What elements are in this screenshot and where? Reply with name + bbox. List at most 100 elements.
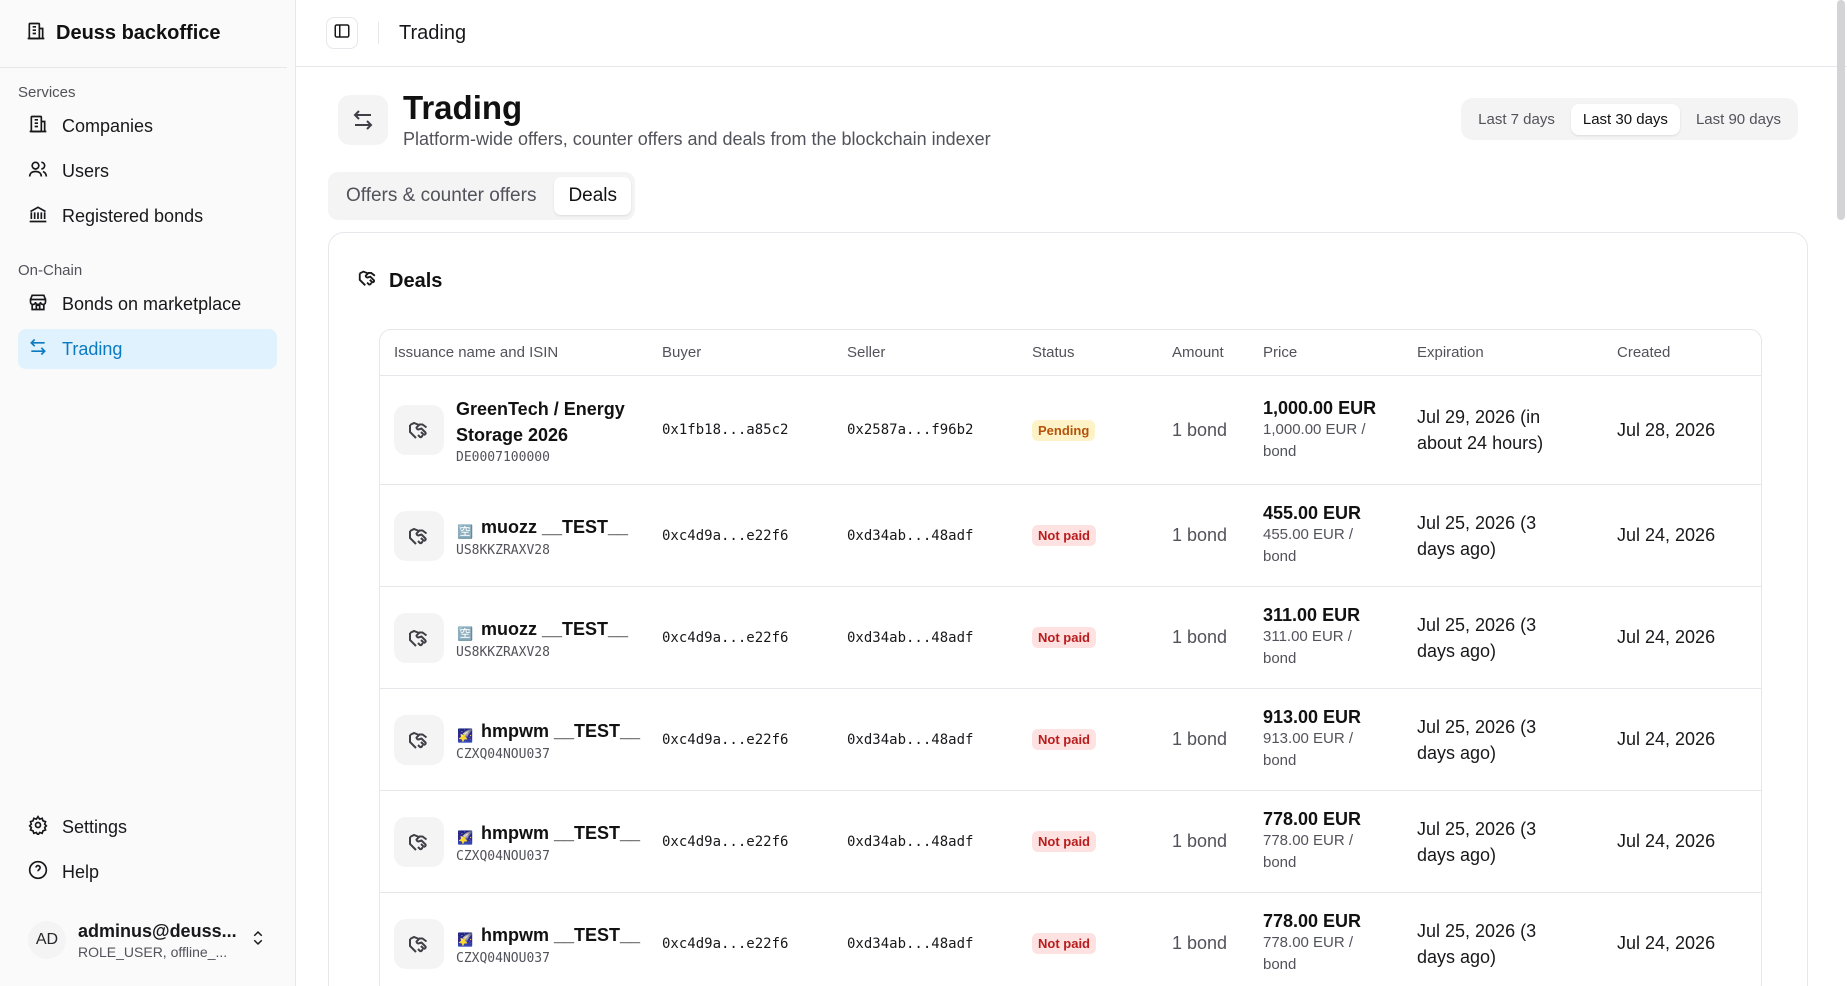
sidebar-item-settings[interactable]: Settings [18,807,277,847]
table-row[interactable]: 🌠 hmpwm __TEST__ CZXQ04NOU037 0xc4d9a...e22… [380,791,1761,893]
tab-offers[interactable]: Offers & counter offers [346,185,537,206]
issuance-name: hmpwm __TEST__ [481,924,641,945]
sidebar: Deuss backoffice Services Companies User… [0,0,296,986]
date-range-selector: Last 7 days Last 30 days Last 90 days [1461,98,1798,140]
sidebar-toggle-button[interactable] [326,17,358,49]
created-date: Jul 28, 2026 [1617,419,1716,440]
range-option-30-days[interactable]: Last 30 days [1570,103,1680,135]
panel-left-icon [333,22,351,45]
status-badge: Not paid [1032,525,1096,546]
column-header-created[interactable]: Created [1617,344,1671,361]
created-date: Jul 24, 2026 [1617,525,1716,545]
sidebar-footer: Settings Help AD adminus@deuss... ROLE_U… [0,807,295,986]
table-row[interactable]: 🌠 hmpwm __TEST__ CZXQ04NOU037 0xc4d9a...e22… [380,689,1761,791]
status-badge: Not paid [1032,627,1096,648]
unit-price: 778.00 EUR / bond [1263,832,1354,871]
seller-address: 0xd34ab...48adf [847,629,974,646]
handshake-icon [394,510,444,561]
range-option-90-days[interactable]: Last 90 days [1695,110,1781,128]
issuance-name: muozz __TEST__ [481,618,629,639]
account-menu[interactable]: AD adminus@deuss... ROLE_USER, offline_.… [18,910,277,970]
buyer-address: 0xc4d9a...e22f6 [662,527,789,544]
sidebar-item-companies[interactable]: Companies [18,106,277,146]
expiration: Jul 25, 2026 (3 days ago) [1417,716,1537,763]
isin: CZXQ04NOU037 [456,848,550,864]
sidebar-item-label: Bonds on marketplace [62,293,242,314]
seller-address: 0xd34ab...48adf [847,935,974,952]
expiration: Jul 29, 2026 (in about 24 hours) [1417,407,1544,453]
buyer-address: 0xc4d9a...e22f6 [662,629,789,646]
sidebar-item-users[interactable]: Users [18,151,277,191]
buyer-address: 0x1fb18...a85c2 [662,422,789,438]
buyer-address: 0xc4d9a...e22f6 [662,935,789,952]
column-header-expiration[interactable]: Expiration [1417,344,1484,361]
divider [378,22,379,44]
amount: 1 bond [1172,627,1228,647]
main-content: Trading Trading Platform-wide offers, co… [296,0,1847,986]
created-date: Jul 24, 2026 [1617,627,1716,647]
expiration: Jul 25, 2026 (3 days ago) [1417,614,1537,661]
unit-price: 913.00 EUR / bond [1263,730,1354,769]
expiration: Jul 25, 2026 (3 days ago) [1417,920,1537,967]
sidebar-item-label: Users [62,160,110,181]
unit-price: 311.00 EUR / bond [1263,628,1352,667]
unit-price: 455.00 EUR / bond [1263,526,1354,565]
handshake-icon [394,405,444,455]
column-header-status[interactable]: Status [1032,344,1075,361]
column-header-issuance[interactable]: Issuance name and ISIN [394,344,559,361]
amount: 1 bond [1172,419,1228,440]
unit-price: 1,000.00 EUR / bond [1263,420,1366,460]
seller-address: 0xd34ab...48adf [847,527,974,544]
sidebar-item-trading[interactable]: Trading [18,329,277,369]
brand[interactable]: Deuss backoffice [0,0,287,68]
handshake-icon [394,816,444,867]
gear-icon [28,814,48,840]
price: 913.00 EUR [1263,707,1362,727]
breadcrumb: Trading [399,21,467,44]
store-icon [28,292,48,317]
scrollbar[interactable] [1837,0,1845,220]
price: 455.00 EUR [1263,503,1362,523]
sidebar-item-bonds-on-marketplace[interactable]: Bonds on marketplace [18,284,277,324]
table-row[interactable]: 🈳 muozz __TEST__ US8KKZRAXV28 0xc4d9a...e22… [380,485,1761,587]
tab-list: Offers & counter offers Deals [328,172,636,220]
users-icon [28,159,48,184]
issuance-flag-icon: 🈳 [457,523,474,539]
card-title-text: Deals [389,269,443,292]
price: 778.00 EUR [1263,911,1362,931]
building-icon [28,114,48,139]
amount: 1 bond [1172,729,1228,749]
status-badge: Not paid [1032,933,1096,954]
deals-card: Deals Issuance name and ISIN Buyer Selle… [328,232,1808,986]
column-header-seller[interactable]: Seller [847,344,886,361]
column-header-amount[interactable]: Amount [1172,344,1224,361]
sidebar-item-label: Settings [62,816,128,837]
isin: US8KKZRAXV28 [456,542,550,558]
sidebar-item-help[interactable]: Help [18,852,277,892]
chevrons-up-down-icon [249,929,267,952]
range-option-7-days[interactable]: Last 7 days [1478,110,1555,128]
column-header-price[interactable]: Price [1263,344,1298,361]
handshake-icon [394,714,444,765]
status-badge: Not paid [1032,729,1096,750]
account-role: ROLE_USER, offline_... [78,943,228,960]
account-name: adminus@deuss... [78,920,237,941]
section-services-label: Services [18,84,76,101]
status-badge: Not paid [1032,831,1096,852]
created-date: Jul 24, 2026 [1617,831,1716,851]
page-title: Trading [403,89,523,126]
table-row[interactable]: 🈳 muozz __TEST__ US8KKZRAXV28 0xc4d9a...e22… [380,587,1761,689]
seller-address: 0xd34ab...48adf [847,833,974,850]
handshake-icon [357,267,379,295]
unit-price: 778.00 EUR / bond [1263,934,1354,973]
amount: 1 bond [1172,525,1228,545]
issuance-flag-icon: 🌠 [457,829,474,845]
column-header-buyer[interactable]: Buyer [662,344,702,361]
building-icon [26,21,46,46]
table-row[interactable]: GreenTech / Energy Storage 2026 DE0007100… [380,376,1761,485]
isin: CZXQ04NOU037 [456,950,550,966]
sidebar-item-registered-bonds[interactable]: Registered bonds [18,196,277,236]
sidebar-item-label: Help [62,861,100,882]
table-row[interactable]: 🌠 hmpwm __TEST__ CZXQ04NOU037 0xc4d9a...e22… [380,893,1761,986]
tab-deals[interactable]: Deals [554,177,632,215]
